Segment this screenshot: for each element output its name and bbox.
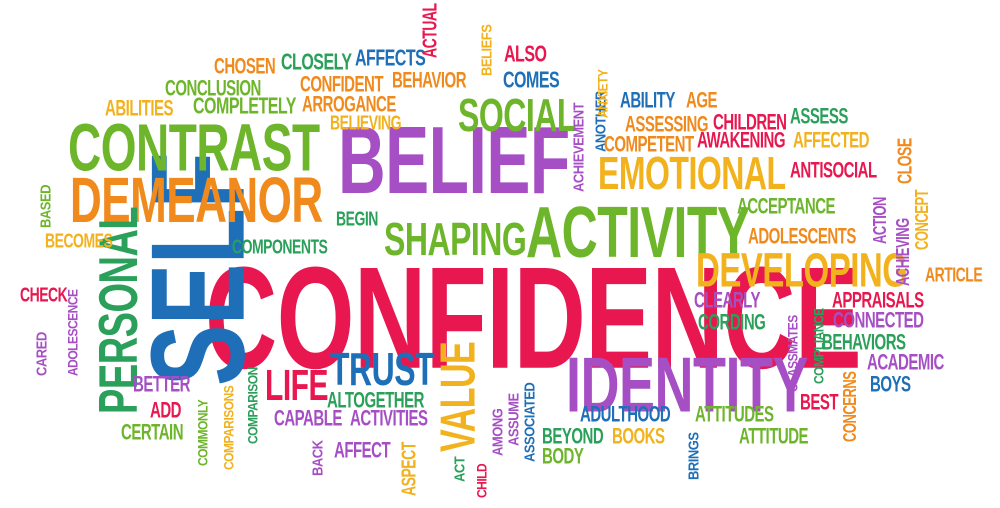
word-assume: ASSUME	[504, 393, 523, 446]
word-affected: AFFECTED	[793, 128, 870, 154]
word-developing: DEVELOPING	[696, 243, 908, 297]
word-check: CHECK	[20, 282, 68, 306]
word-components: COMPONENTS	[232, 234, 328, 258]
word-completely: COMPLETELY	[193, 94, 296, 120]
word-behavior: BEHAVIOR	[392, 68, 467, 94]
word-body: BODY	[542, 444, 584, 470]
word-affects: AFFECTS	[355, 46, 426, 72]
word-competent: COMPETENT	[604, 132, 694, 158]
word-affect: AFFECT	[334, 438, 391, 464]
word-boys: BOYS	[870, 372, 911, 398]
word-abilities: ABILITIES	[105, 96, 174, 122]
word-adolescence: ADOLESCENCE	[64, 289, 81, 376]
word-chosen: CHOSEN	[214, 54, 276, 80]
word-comes: COMES	[503, 68, 560, 94]
word-beliefs: BELIEFS	[477, 24, 496, 76]
word-identity: IDENTITY	[566, 341, 809, 429]
word-commonly: COMMONLY	[194, 399, 211, 466]
word-aspect: ASPECT	[396, 442, 420, 496]
word-comparison: COMPARISON	[244, 367, 261, 444]
word-shaping: SHAPING	[384, 213, 527, 266]
word-attitude: ATTITUDE	[739, 424, 809, 450]
word-contrast: CONTRAST	[68, 109, 320, 186]
word-cording: CORDING	[698, 310, 766, 336]
word-certain: CERTAIN	[121, 420, 184, 446]
word-life: LIFE	[265, 362, 329, 410]
word-also: ALSO	[504, 42, 547, 68]
word-altogether: ALTOGETHER	[327, 388, 424, 414]
word-action: ACTION	[868, 197, 891, 244]
word-closely: CLOSELY	[281, 50, 352, 76]
word-arrogance: ARROGANCE	[302, 92, 396, 118]
word-social: SOCIAL	[458, 89, 576, 142]
word-achievement: ACHIEVEMENT	[569, 102, 588, 192]
word-anxiety: ANXIETY	[594, 69, 611, 118]
word-back: BACK	[308, 440, 327, 476]
word-beyond: BEYOND	[542, 424, 604, 450]
word-best: BEST	[800, 390, 839, 416]
word-achieving: ACHIEVING	[891, 218, 914, 286]
word-demeanor: DEMEANOR	[70, 165, 323, 237]
word-awakening: AWAKENING	[697, 128, 786, 154]
word-acceptance: ACCEPTANCE	[737, 194, 836, 220]
word-actual: ACTUAL	[417, 3, 441, 58]
word-value: VALUE	[431, 341, 487, 452]
word-begin: BEGIN	[336, 206, 378, 230]
word-based: BASED	[36, 184, 55, 228]
word-books: BOOKS	[612, 424, 665, 450]
word-belief: BELIEF	[338, 106, 570, 214]
word-act: ACT	[450, 456, 469, 482]
word-appraisals: APPRAISALS	[832, 288, 924, 314]
word-academic: ACADEMIC	[867, 350, 944, 376]
word-attitudes: ATTITUDES	[695, 402, 774, 428]
word-article: ARTICLE	[925, 262, 983, 286]
word-age: AGE	[686, 88, 718, 114]
word-brings: BRINGS	[684, 432, 703, 480]
word-cared: CARED	[32, 332, 51, 376]
word-trust: TRUST	[330, 343, 435, 396]
word-assess: ASSESS	[790, 104, 848, 130]
word-child: CHILD	[473, 463, 490, 498]
word-associated: ASSOCIATED	[520, 382, 539, 462]
word-ability: ABILITY	[620, 88, 675, 114]
word-conclusion: CONCLUSION	[165, 76, 261, 102]
word-classmates: CLASSMATES	[784, 315, 801, 392]
word-add: ADD	[150, 398, 182, 424]
word-better: BETTER	[133, 372, 191, 398]
word-emotional: EMOTIONAL	[598, 147, 786, 200]
word-confidence: CONFIDENCE	[205, 237, 862, 400]
word-clearly: CLEARLY	[694, 288, 760, 314]
word-connected: CONNECTED	[833, 308, 924, 334]
word-comparisons: COMPARISONS	[220, 385, 237, 470]
word-antisocial: ANTISOCIAL	[790, 158, 877, 184]
word-assessing: ASSESSING	[625, 112, 709, 138]
word-confident: CONFIDENT	[300, 72, 384, 98]
word-activity: ACTIVITY	[526, 191, 750, 273]
word-adulthood: ADULTHOOD	[580, 402, 671, 428]
word-becomes: BECOMES	[45, 228, 113, 252]
word-close: CLOSE	[892, 138, 916, 184]
word-concerns: CONCERNS	[838, 371, 861, 442]
word-among: AMONG	[488, 408, 507, 456]
word-adolescents: ADOLESCENTS	[748, 224, 856, 250]
word-concept: CONCEPT	[910, 189, 933, 250]
word-activities: ACTIVITIES	[350, 406, 428, 432]
word-children: CHILDREN	[713, 110, 787, 136]
word-behaviors: BEHAVIORS	[822, 330, 906, 356]
word-capable: CAPABLE	[274, 406, 342, 432]
word-believing: BELIEVING	[330, 110, 401, 134]
